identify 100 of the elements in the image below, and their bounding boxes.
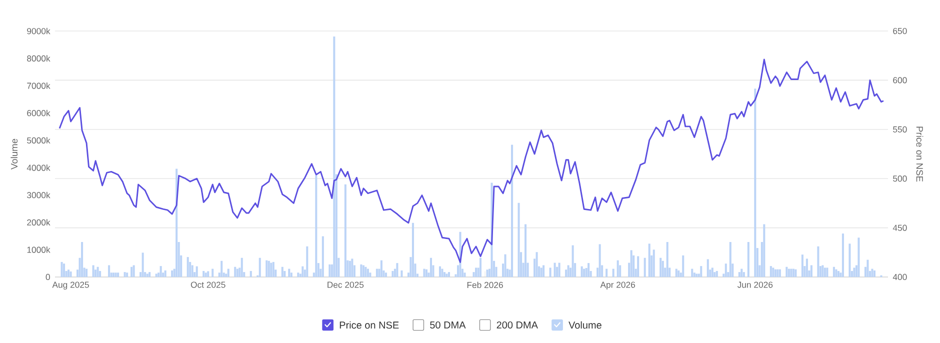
bar <box>250 270 252 277</box>
bar <box>191 265 194 277</box>
bar <box>364 266 367 277</box>
bar <box>770 266 772 277</box>
bar <box>606 268 608 277</box>
bar <box>171 270 174 277</box>
bar <box>240 258 243 277</box>
bar <box>272 262 274 277</box>
y-tick-label: 7000k <box>27 82 50 89</box>
bar <box>70 272 72 277</box>
bar <box>220 260 223 277</box>
bar <box>423 268 426 277</box>
bar <box>644 258 646 277</box>
bar <box>288 268 290 277</box>
bar <box>716 270 718 277</box>
bar <box>302 266 304 277</box>
bar <box>724 264 727 277</box>
bar <box>227 268 230 277</box>
bar <box>376 268 378 277</box>
bar <box>572 245 574 277</box>
bar <box>146 274 148 277</box>
bar <box>351 258 354 277</box>
bar <box>536 252 538 277</box>
bar <box>486 270 488 277</box>
legend-label: 50 DMA <box>430 321 466 329</box>
bar <box>666 242 668 277</box>
bar <box>212 268 214 277</box>
bar <box>430 258 432 277</box>
y-tick-label: 1000k <box>27 246 50 253</box>
bar <box>549 268 552 277</box>
bar <box>315 175 318 277</box>
bar <box>474 268 478 277</box>
bar <box>281 266 284 277</box>
bar <box>580 266 583 277</box>
y-axis-title: Volume <box>10 138 18 170</box>
bar <box>648 244 650 277</box>
y-tick-label: 0 <box>46 274 50 280</box>
bar <box>588 263 590 277</box>
bar <box>511 144 514 277</box>
bar <box>678 270 680 277</box>
bar <box>866 260 869 277</box>
bar <box>290 272 292 277</box>
y-tick-label: 5000k <box>27 137 50 144</box>
bar <box>853 268 856 277</box>
bar <box>234 266 236 277</box>
bar <box>425 269 428 277</box>
bar <box>810 265 812 277</box>
bar <box>786 266 788 277</box>
bar <box>479 258 482 277</box>
bar <box>155 274 158 277</box>
bar <box>763 224 766 277</box>
bar <box>660 258 662 277</box>
bar <box>806 258 808 277</box>
x-tick-label: Oct 2025 <box>190 282 226 288</box>
bar <box>443 272 446 277</box>
bar <box>344 184 346 277</box>
bar <box>835 269 838 277</box>
bar <box>284 270 286 277</box>
bar <box>380 260 382 277</box>
y2-tick-label: 500 <box>893 176 907 182</box>
y2-tick-label: 450 <box>892 224 907 231</box>
bar <box>848 244 851 277</box>
bar <box>148 272 151 277</box>
y-tick-label: 4000k <box>26 164 50 171</box>
bar <box>360 264 362 277</box>
bar <box>630 250 632 277</box>
legend-label: Volume <box>568 321 602 329</box>
bar <box>662 260 664 277</box>
bar <box>747 242 750 277</box>
bar <box>130 266 133 277</box>
bar <box>754 88 756 277</box>
bar <box>446 274 448 277</box>
x-tick-label: Apr 2026 <box>600 282 636 290</box>
bar <box>837 270 840 277</box>
bar <box>266 260 268 277</box>
bar <box>832 266 835 277</box>
bar <box>598 244 601 277</box>
bar <box>441 268 444 277</box>
y2-tick-label: 550 <box>893 126 907 132</box>
bar <box>524 224 527 277</box>
bar <box>207 271 210 277</box>
y2-axis-title: Price on NSE <box>916 126 924 182</box>
bar <box>92 265 94 277</box>
bar <box>729 242 732 277</box>
bar <box>871 268 874 277</box>
bar <box>518 202 520 277</box>
legend-label: Price on NSE <box>340 321 399 329</box>
x-tick-label: Feb 2026 <box>467 282 503 288</box>
bar <box>396 263 398 277</box>
bar <box>558 262 560 277</box>
bar <box>202 270 205 277</box>
bar <box>691 268 694 277</box>
bar <box>369 272 372 277</box>
y-tick-label: 6000k <box>27 110 50 116</box>
bar <box>132 265 135 277</box>
x-tick-label: Dec 2025 <box>328 282 364 288</box>
bar <box>675 268 678 277</box>
bar <box>63 264 66 277</box>
x-tick-label: Jun 2026 <box>737 282 773 288</box>
bar <box>706 259 709 277</box>
